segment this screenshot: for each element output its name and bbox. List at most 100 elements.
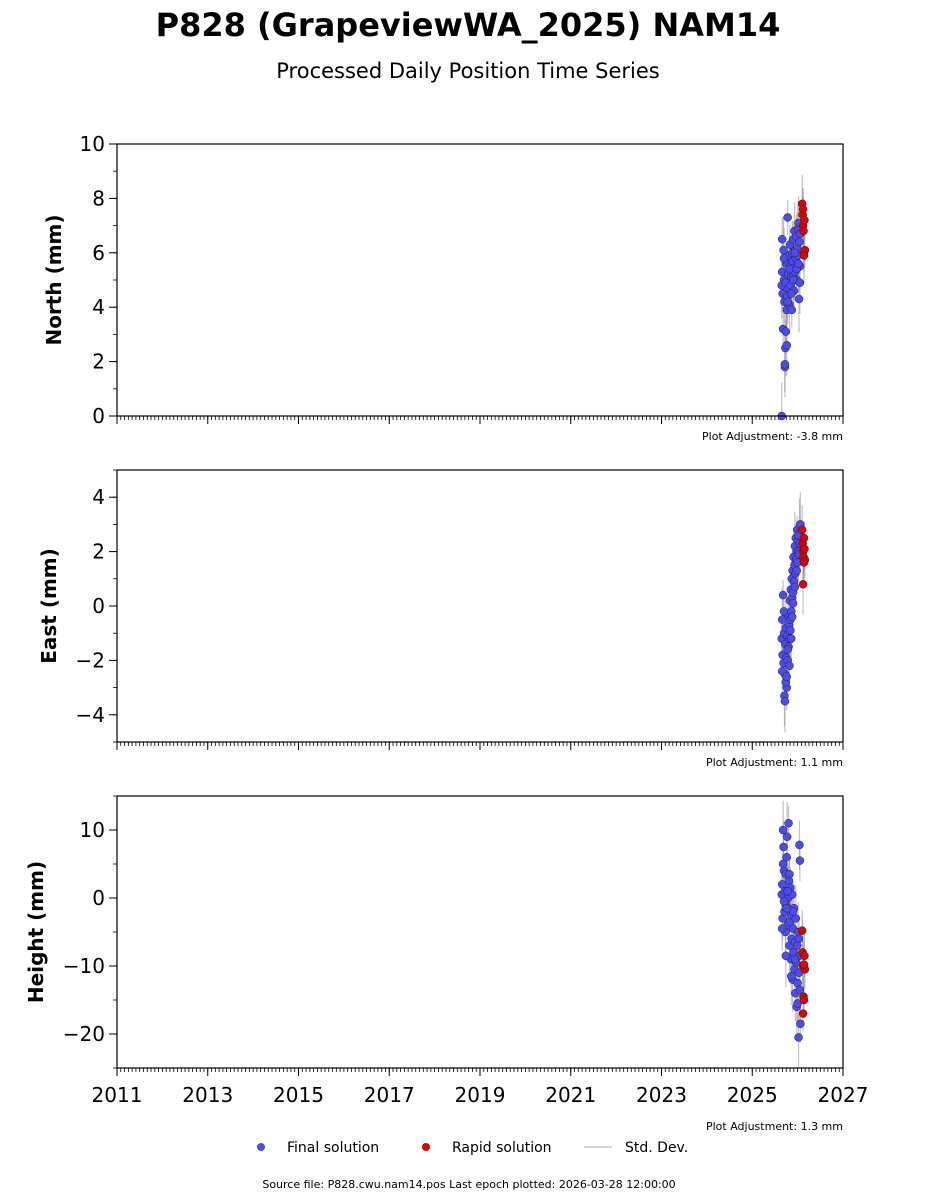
north-rapid-point	[799, 251, 809, 260]
height-final-point	[795, 856, 805, 865]
east-final-point	[786, 626, 795, 635]
height-ylabel: Height (mm)	[24, 861, 48, 1003]
north-adjustment: Plot Adjustment: -3.8 mm	[702, 430, 843, 443]
height-x-tick-label: 2017	[364, 1083, 415, 1107]
north-final-point	[781, 327, 791, 336]
north-panel: North (mm) 0 2 4 6 8 10 Plot Adjustment: -3.8…	[42, 132, 844, 443]
height-rapid-point	[798, 1009, 808, 1018]
height-rapid-point	[800, 951, 809, 961]
height-x-tick-label: 2021	[545, 1083, 596, 1107]
north-final-point	[794, 294, 804, 304]
east-axes-frame	[116, 469, 844, 743]
east-y-tick-label: −2	[76, 648, 105, 672]
height-x-tick-label: 2025	[727, 1083, 778, 1107]
north-plot-area: 0 2 4 6 8 10	[80, 132, 844, 428]
height-final-point	[785, 869, 794, 879]
legend-final-label: Final solution	[287, 1140, 379, 1156]
legend-final-marker	[257, 1143, 265, 1151]
north-y-tick-label: 4	[92, 295, 105, 319]
north-axes-frame	[116, 143, 844, 417]
height-final-point	[778, 859, 788, 869]
height-final-point	[795, 840, 804, 850]
east-final-point	[783, 645, 792, 654]
height-x-tick-label: 2023	[636, 1083, 687, 1107]
height-rapid-point	[799, 995, 809, 1005]
east-final-point	[780, 696, 790, 706]
height-final-point	[790, 954, 800, 964]
height-final-point	[781, 951, 791, 961]
figure-subtitle: Processed Daily Position Time Series	[276, 59, 660, 83]
north-final-point	[794, 259, 803, 268]
north-final-point	[790, 248, 800, 258]
height-final-point	[783, 886, 792, 896]
height-adjustment: Plot Adjustment: 1.3 mm	[706, 1120, 843, 1133]
north-final-point	[795, 278, 805, 287]
north-final-point	[783, 213, 792, 222]
east-rapid-point	[798, 579, 808, 589]
east-final-point	[787, 634, 796, 643]
east-plot-area: −4 −2 0 2 4	[76, 469, 844, 750]
figure-title: P828 (GrapeviewWA_2025) NAM14	[156, 6, 781, 44]
north-rapid-point	[800, 215, 809, 225]
height-y-tick-label: 10	[80, 818, 105, 842]
east-panel: East (mm) −4 −2 0 2 4 Plot Adjustment: 1.1 m…	[37, 469, 844, 769]
east-rapid-point	[799, 558, 809, 567]
height-final-point	[784, 818, 793, 828]
north-final-point	[779, 253, 789, 263]
height-panel: Height (mm) 2011 2013 2015 2017 2019 2021 2023…	[24, 795, 869, 1133]
east-final-point	[777, 667, 787, 676]
east-final-point	[778, 590, 788, 600]
height-final-point	[777, 924, 787, 933]
height-axes-frame	[116, 795, 844, 1069]
height-x-tick-label: 2027	[818, 1083, 869, 1107]
height-final-point	[796, 1019, 805, 1029]
east-ylabel: East (mm)	[37, 548, 61, 664]
height-y-tick-label: 0	[92, 886, 105, 910]
height-rapid-point	[799, 960, 809, 969]
east-final-point	[792, 566, 801, 575]
east-final-point	[787, 612, 797, 622]
legend-std-label: Std. Dev.	[625, 1140, 688, 1156]
legend-rapid-marker	[422, 1143, 430, 1151]
east-rapid-point	[797, 525, 807, 535]
height-final-point	[795, 985, 805, 995]
north-ylabel: North (mm)	[42, 214, 66, 345]
north-final-point	[780, 360, 790, 369]
north-y-tick-label: 0	[92, 404, 105, 428]
height-final-point	[794, 1033, 803, 1042]
north-final-point	[785, 264, 794, 274]
height-x-tick-label: 2019	[455, 1083, 506, 1107]
east-adjustment: Plot Adjustment: 1.1 mm	[706, 756, 843, 769]
east-y-tick-label: 0	[92, 594, 105, 618]
north-y-tick-label: 10	[80, 132, 105, 156]
north-rapid-point	[798, 205, 808, 214]
north-y-tick-label: 6	[92, 241, 105, 265]
height-x-tick-label: 2015	[273, 1083, 324, 1107]
east-rapid-point	[799, 533, 809, 543]
north-final-point	[795, 237, 804, 247]
east-rapid-point	[800, 544, 809, 554]
north-final-point	[787, 305, 796, 315]
height-y-tick-label: −20	[63, 1022, 105, 1046]
height-plot-area: 2011 2013 2015 2017 2019 2021 2023 2025 2027 −20 −…	[63, 795, 869, 1107]
footer-source: Source file: P828.cwu.nam14.pos Last epo…	[262, 1178, 675, 1191]
height-final-point	[778, 825, 788, 835]
height-final-point	[779, 842, 788, 852]
height-final-point	[787, 971, 796, 981]
height-x-tick-label: 2013	[182, 1083, 233, 1107]
height-final-point	[782, 903, 791, 913]
height-x-tick-label: 2011	[92, 1083, 143, 1107]
north-final-point	[782, 341, 791, 350]
east-y-tick-label: 4	[92, 485, 105, 509]
east-final-point	[782, 672, 791, 681]
height-y-tick-label: −10	[63, 954, 105, 978]
legend: Final solution Rapid solution Std. Dev.	[257, 1140, 688, 1156]
north-final-point	[777, 234, 787, 244]
legend-rapid-label: Rapid solution	[452, 1140, 552, 1156]
height-rapid-point	[797, 926, 807, 935]
east-final-point	[788, 599, 798, 608]
north-final-point	[783, 297, 792, 307]
height-final-point	[782, 852, 791, 862]
east-y-tick-label: 2	[92, 540, 105, 564]
east-y-tick-label: −4	[76, 703, 105, 727]
